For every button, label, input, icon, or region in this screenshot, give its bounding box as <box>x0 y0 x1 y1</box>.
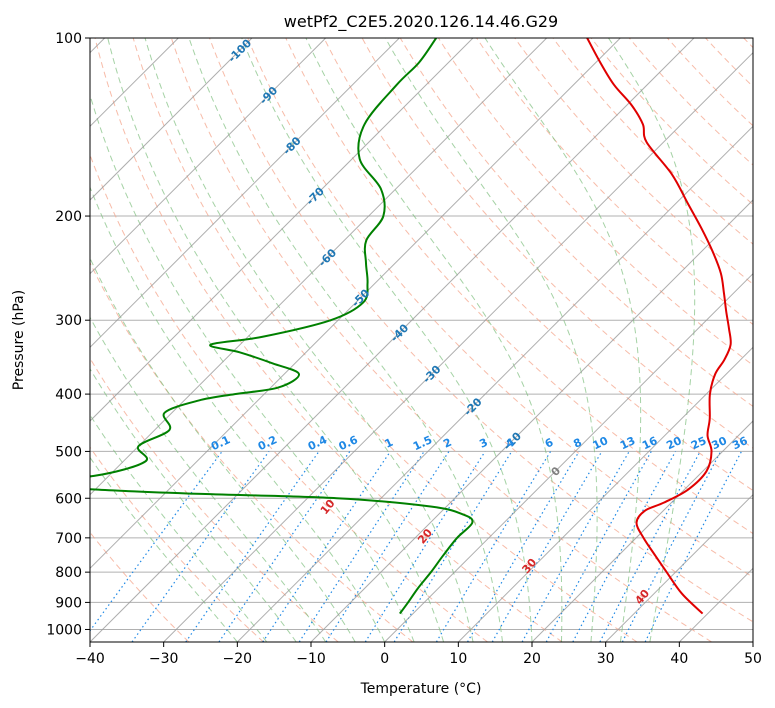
mixing-ratio-lines <box>90 451 743 642</box>
mixing-ratio-labels: 0.1 0.2 0.4 0.6 1 1.5 2 3 4 6 8 10 13 16 20 25 30 36 <box>209 433 750 453</box>
moist-adiabats <box>90 38 696 642</box>
dry-adiabat <box>209 38 753 623</box>
isotherm-line <box>531 420 753 642</box>
moist-adiabat <box>384 38 598 642</box>
mixing-ratio-line <box>521 451 630 642</box>
moist-adiabat <box>144 38 474 642</box>
x-tick-label: −20 <box>223 651 253 667</box>
isotherm-line <box>90 38 327 275</box>
mixing-ratio-label: 25 <box>689 434 708 452</box>
isotherm-line <box>384 272 753 642</box>
isotherm-line <box>90 38 621 570</box>
isotherm-line <box>90 38 253 201</box>
isotherm-line <box>605 493 753 642</box>
x-tick-label: 10 <box>449 651 467 667</box>
chart-title: wetPf2_C2E5.2020.126.14.46.G29 <box>284 12 558 32</box>
y-axis-ticks: 100 200 300 400 500 600 700 800 900 1000 <box>46 31 90 638</box>
y-tick-label: 100 <box>55 31 82 47</box>
dry-adiabat <box>514 38 753 285</box>
dry-adiabat <box>90 261 414 642</box>
y-tick-label: 900 <box>55 595 82 611</box>
dry-adiabat <box>399 38 753 408</box>
x-tick-label: −40 <box>75 651 105 667</box>
y-tick-label: 1000 <box>46 622 82 638</box>
moist-adiabat <box>90 93 415 642</box>
plot-frame <box>89 37 754 643</box>
mixing-ratio-line <box>572 451 677 642</box>
mixing-ratio-label: 13 <box>618 434 637 452</box>
mixing-ratio-line <box>325 451 450 642</box>
x-tick-label: −10 <box>296 651 326 667</box>
mixing-ratio-line <box>131 451 270 642</box>
y-tick-label: 500 <box>55 444 82 460</box>
mixing-ratio-line <box>466 451 580 642</box>
x-tick-label: 50 <box>744 651 762 667</box>
mixing-ratio-line <box>435 451 552 642</box>
moist-adiabat <box>90 456 238 642</box>
mixing-ratio-label: 20 <box>664 434 684 452</box>
isotherm-line <box>90 38 695 642</box>
temperature-profile-line <box>586 38 732 615</box>
moist-adiabat <box>107 38 445 642</box>
pressure-gridlines <box>90 38 753 630</box>
isotherm-line <box>457 346 753 642</box>
x-tick-label: 20 <box>523 651 541 667</box>
mixing-ratio-line <box>185 451 320 642</box>
dry-adiabat <box>90 446 264 642</box>
mixing-ratio-line <box>393 451 513 642</box>
mixing-ratio-label: 10 <box>591 434 611 452</box>
dry-adiabat <box>170 38 712 642</box>
dry-adiabat <box>590 38 753 206</box>
moist-adiabat <box>90 185 386 642</box>
y-tick-label: 200 <box>55 209 82 225</box>
mixing-ratio-line <box>491 451 603 642</box>
mixing-ratio-label: 16 <box>640 434 660 452</box>
plot-area <box>90 38 753 642</box>
isotherm-line <box>90 38 474 422</box>
isotherm-line <box>163 51 753 642</box>
x-tick-label: 40 <box>670 651 688 667</box>
x-axis-ticks: −40 −30 −20 −10 0 10 20 30 40 50 <box>75 642 762 667</box>
x-axis-title: Temperature (°C) <box>360 681 482 697</box>
moist-adiabat <box>241 38 533 642</box>
dewpoint-profile-line <box>90 38 474 615</box>
moist-adiabat <box>90 414 268 642</box>
dry-adiabat <box>628 38 753 166</box>
isotherm-line <box>236 125 753 642</box>
y-tick-label: 700 <box>55 531 82 547</box>
moist-adiabat <box>608 38 696 642</box>
dry-adiabat <box>132 38 638 642</box>
isotherm-line <box>310 199 753 642</box>
moist-adiabat <box>90 257 356 642</box>
isotherm-line <box>90 38 400 349</box>
mixing-ratio-line <box>364 451 486 642</box>
moist-adiabat <box>90 316 327 642</box>
mixing-ratio-label: 36 <box>730 434 750 452</box>
y-tick-label: 300 <box>55 313 82 329</box>
y-tick-label: 400 <box>55 387 82 403</box>
mixing-ratio-label: 30 <box>710 434 730 452</box>
x-tick-label: 0 <box>380 651 389 667</box>
dry-adiabat <box>247 38 753 578</box>
x-tick-label: −30 <box>149 651 179 667</box>
sounding-profiles <box>90 38 732 615</box>
mixing-ratio-line <box>298 451 425 642</box>
x-tick-label: 30 <box>597 651 615 667</box>
y-axis-title: Pressure (hPa) <box>11 290 27 390</box>
mixing-ratio-line <box>90 451 223 632</box>
moist-adiabat <box>188 38 504 642</box>
y-tick-label: 600 <box>55 491 82 507</box>
dry-adiabat <box>323 38 753 492</box>
y-tick-label: 800 <box>55 565 82 581</box>
